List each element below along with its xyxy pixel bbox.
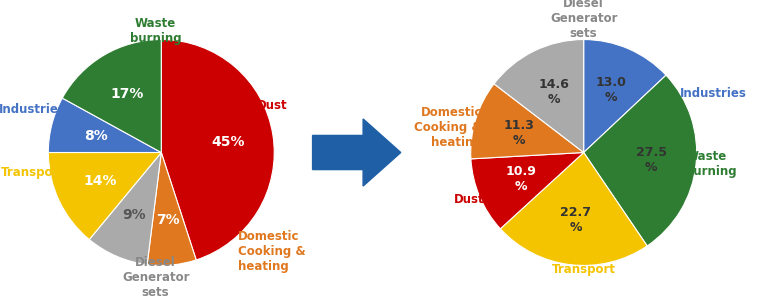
Wedge shape xyxy=(584,40,666,152)
Text: Transport: Transport xyxy=(551,263,616,276)
Text: 8%: 8% xyxy=(84,129,108,143)
Wedge shape xyxy=(48,98,161,152)
Text: Waste
burning: Waste burning xyxy=(685,150,737,178)
Text: Domestic
Cooking &
heating: Domestic Cooking & heating xyxy=(238,230,306,273)
Text: Industries: Industries xyxy=(0,103,65,116)
Text: Diesel
Generator
sets: Diesel Generator sets xyxy=(122,257,190,300)
Text: 14.6
%: 14.6 % xyxy=(538,78,569,106)
Text: 7%: 7% xyxy=(156,213,180,227)
Text: 9%: 9% xyxy=(123,208,146,222)
Text: Diesel
Generator
sets: Diesel Generator sets xyxy=(550,0,617,40)
Wedge shape xyxy=(161,40,274,260)
Text: Transport: Transport xyxy=(2,166,65,179)
Wedge shape xyxy=(471,152,584,229)
Wedge shape xyxy=(494,40,584,152)
Text: 10.9
%: 10.9 % xyxy=(506,165,537,193)
Text: 45%: 45% xyxy=(211,135,245,149)
Text: 14%: 14% xyxy=(83,174,117,188)
Text: 13.0
%: 13.0 % xyxy=(595,76,626,104)
Text: Industries: Industries xyxy=(680,87,746,100)
Text: Waste
burning: Waste burning xyxy=(130,17,181,45)
Text: 11.3
%: 11.3 % xyxy=(504,119,535,147)
Wedge shape xyxy=(48,152,161,239)
Wedge shape xyxy=(471,84,584,159)
Text: Domestic
Cooking &
heating: Domestic Cooking & heating xyxy=(415,106,482,149)
Text: 17%: 17% xyxy=(110,87,144,101)
Wedge shape xyxy=(62,40,161,152)
Wedge shape xyxy=(501,152,647,265)
Text: Dust: Dust xyxy=(454,193,485,206)
Text: Dust: Dust xyxy=(257,99,288,112)
Wedge shape xyxy=(89,152,161,264)
Wedge shape xyxy=(147,152,196,265)
FancyArrow shape xyxy=(313,119,401,186)
Text: 27.5
%: 27.5 % xyxy=(636,146,667,174)
Text: 22.7
%: 22.7 % xyxy=(561,206,591,234)
Wedge shape xyxy=(584,75,697,246)
